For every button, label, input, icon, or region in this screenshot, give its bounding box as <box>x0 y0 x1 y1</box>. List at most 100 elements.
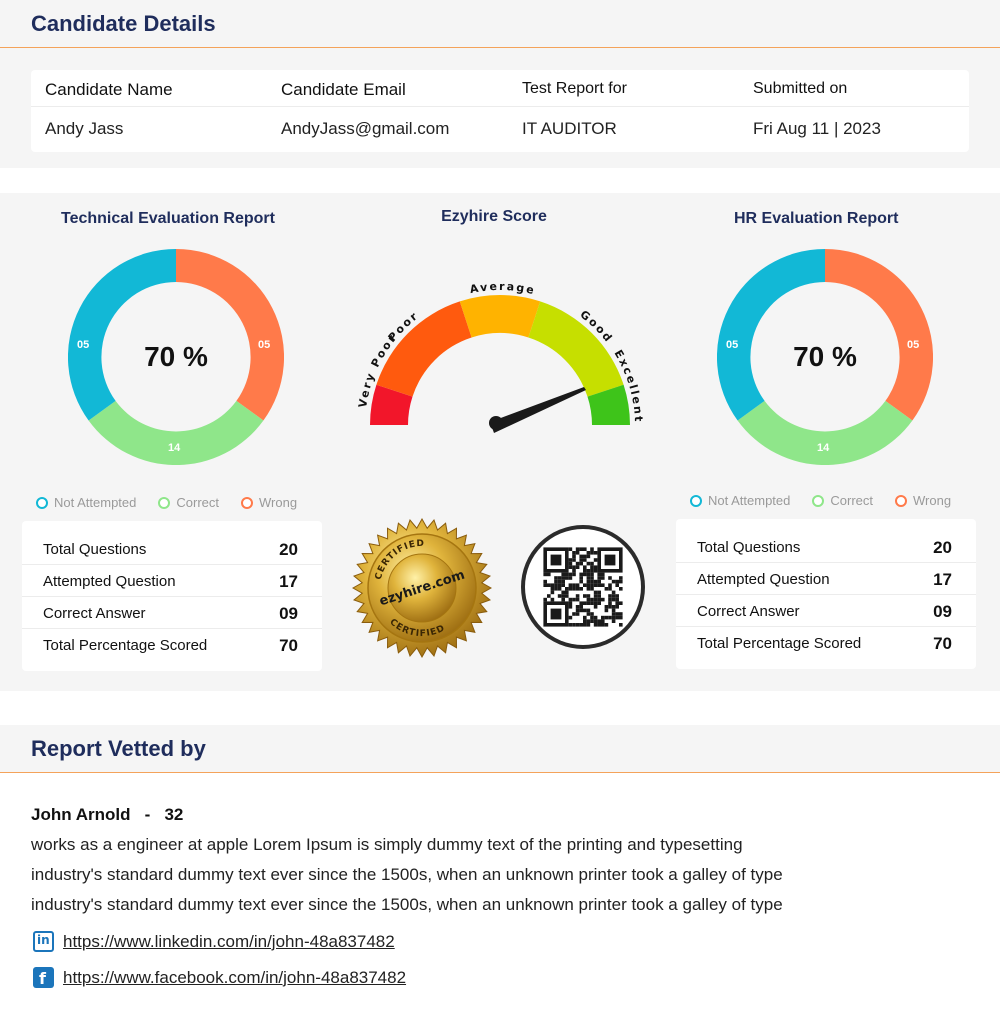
qr-module <box>583 583 587 587</box>
legend-label: Wrong <box>913 493 952 508</box>
score-percentage: 70 % <box>793 341 857 372</box>
qr-module <box>586 587 591 591</box>
qr-module <box>568 615 573 620</box>
qr-module <box>593 623 598 627</box>
legend-item: Correct <box>158 495 219 510</box>
qr-module <box>554 583 558 587</box>
qr-code[interactable] <box>520 524 646 650</box>
qr-finder <box>550 554 562 566</box>
qr-module <box>597 590 601 595</box>
qr-module <box>586 597 591 602</box>
qr-module <box>597 601 601 605</box>
description-line: works as a engineer at apple Lorem Ipsum… <box>31 835 743 854</box>
qr-module <box>611 615 616 620</box>
seal-inner-ring <box>387 553 457 623</box>
qr-module <box>579 576 583 580</box>
qr-module <box>619 587 623 591</box>
vetter-name: John Arnold - 32 <box>31 805 184 824</box>
qr-module <box>615 597 619 602</box>
qr-module <box>590 579 594 584</box>
qr-module <box>601 576 605 580</box>
qr-module <box>547 583 551 587</box>
legend-dot <box>36 496 48 509</box>
qr-module <box>590 619 594 623</box>
qr-module <box>611 619 616 623</box>
description-line: industry's standard dummy text ever sinc… <box>31 895 783 914</box>
section-title: Report Vetted by <box>31 736 206 761</box>
qr-module <box>568 572 573 577</box>
qr-module <box>568 587 573 591</box>
facebook-link[interactable]: https://www.facebook.com/in/john-48a8374… <box>63 967 407 987</box>
not-attempted-count: 05 <box>726 339 739 351</box>
technical-stats-card: Total Questions 20 Attempted Question 17 C… <box>22 521 322 671</box>
qr-module <box>586 561 591 566</box>
legend-label: Not Attempted <box>708 493 791 508</box>
qr-module <box>611 608 616 613</box>
gauge-band-average <box>459 295 541 338</box>
qr-module <box>586 612 591 616</box>
gauge-band-excellent <box>587 384 630 425</box>
stats-row: Correct Answer 09 <box>676 595 976 627</box>
qr-module <box>565 587 569 591</box>
qr-module <box>557 579 562 584</box>
legend-item: Wrong <box>895 493 951 508</box>
qr-module <box>572 572 576 577</box>
donut-svg <box>68 249 284 465</box>
qr-module <box>608 615 612 620</box>
qr-module <box>611 590 616 595</box>
qr-module <box>593 590 598 595</box>
qr-module <box>579 579 583 584</box>
technical-report-title: Technical Evaluation Report <box>61 210 275 227</box>
qr-module <box>601 623 605 627</box>
qr-module <box>565 594 569 598</box>
qr-module <box>601 615 605 620</box>
stats-value: 09 <box>279 604 298 623</box>
qr-module <box>586 569 591 573</box>
qr-module <box>579 554 583 559</box>
qr-module <box>568 561 573 566</box>
qr-module <box>575 605 580 609</box>
qr-module <box>593 565 598 569</box>
gauge-needle <box>490 387 586 433</box>
gauge-band-poor <box>376 301 472 397</box>
gauge-labels: Average <box>469 280 537 297</box>
qr-module <box>615 605 619 609</box>
qr-module <box>604 615 609 620</box>
qr-module <box>590 615 594 620</box>
qr-module <box>590 587 594 591</box>
qr-module <box>568 605 573 609</box>
qr-module <box>615 583 619 587</box>
qr-module <box>615 601 619 605</box>
test-role: IT AUDITOR <box>522 119 617 138</box>
stats-row: Correct Answer 09 <box>22 597 322 629</box>
qr-module <box>572 558 576 562</box>
gauge-needle-hub <box>489 416 503 430</box>
legend-dot <box>690 494 702 507</box>
column-header: Candidate Name <box>45 80 173 99</box>
qr-module <box>586 623 591 627</box>
legend-dot <box>158 496 171 509</box>
section-title: Candidate Details <box>31 11 216 36</box>
qr-module <box>561 597 565 602</box>
qr-module <box>590 547 594 551</box>
legend-label: Correct <box>830 493 874 508</box>
correct-segment <box>88 400 264 465</box>
linkedin-link[interactable]: https://www.linkedin.com/in/john-48a8374… <box>63 931 395 951</box>
column-header: Test Report for <box>522 80 627 97</box>
qr-module <box>572 569 576 573</box>
candidate-details-panel: Candidate Name Andy Jass Candidate Email… <box>0 48 1000 168</box>
qr-module <box>572 623 576 627</box>
qr-module <box>575 587 580 591</box>
qr-module <box>604 608 609 613</box>
qr-module <box>586 619 591 623</box>
qr-module <box>615 579 619 584</box>
qr-module <box>601 572 605 577</box>
stats-value: 17 <box>279 572 298 591</box>
qr-module <box>597 619 601 623</box>
candidate-details-header: Candidate Details <box>0 0 1000 48</box>
qr-finder <box>550 608 562 620</box>
qr-module <box>619 623 623 627</box>
stats-value: 70 <box>279 636 298 655</box>
qr-module <box>561 576 565 580</box>
stats-row: Attempted Question 17 <box>22 565 322 597</box>
